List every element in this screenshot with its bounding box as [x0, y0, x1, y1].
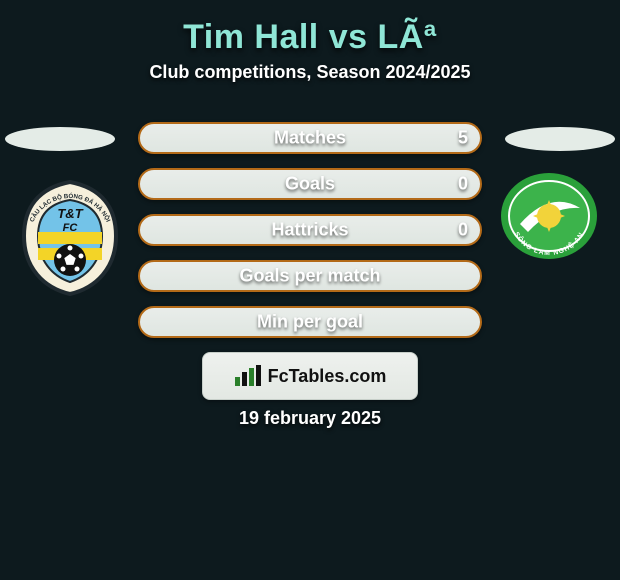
left-club-badge: CÂU LẠC BỘ BÓNG ĐÁ HÀ NỘI T&T FC	[16, 178, 124, 296]
stat-bar-matches: Matches 5	[138, 122, 482, 154]
left-badge-tt-text: T&T	[57, 206, 83, 221]
stat-value-right: 0	[458, 174, 468, 195]
left-badge-fc-text: FC	[63, 222, 79, 234]
brand-bars-icon	[234, 365, 262, 387]
stats-bars: Matches 5 Goals 0 Hattricks 0 Goals per …	[138, 122, 482, 352]
stat-value-right: 5	[458, 128, 468, 149]
stat-label: Matches	[140, 128, 480, 149]
right-player-silhouette	[505, 127, 615, 151]
stat-bar-goals-per-match: Goals per match	[138, 260, 482, 292]
right-club-badge: SÔNG LAM NGHỆ AN	[500, 172, 598, 262]
stat-label: Min per goal	[140, 312, 480, 333]
brand-box: FcTables.com	[202, 352, 418, 400]
stat-value-right: 0	[458, 220, 468, 241]
left-player-silhouette	[5, 127, 115, 151]
stat-label: Hattricks	[140, 220, 480, 241]
stat-bar-goals: Goals 0	[138, 168, 482, 200]
stat-bar-hattricks: Hattricks 0	[138, 214, 482, 246]
page-title: Tim Hall vs LÃª	[0, 18, 620, 57]
page-subtitle: Club competitions, Season 2024/2025	[0, 62, 620, 83]
stat-label: Goals per match	[140, 266, 480, 287]
brand-name: FcTables.com	[268, 366, 387, 387]
stat-label: Goals	[140, 174, 480, 195]
stat-bar-min-per-goal: Min per goal	[138, 306, 482, 338]
footer-date: 19 february 2025	[0, 408, 620, 429]
